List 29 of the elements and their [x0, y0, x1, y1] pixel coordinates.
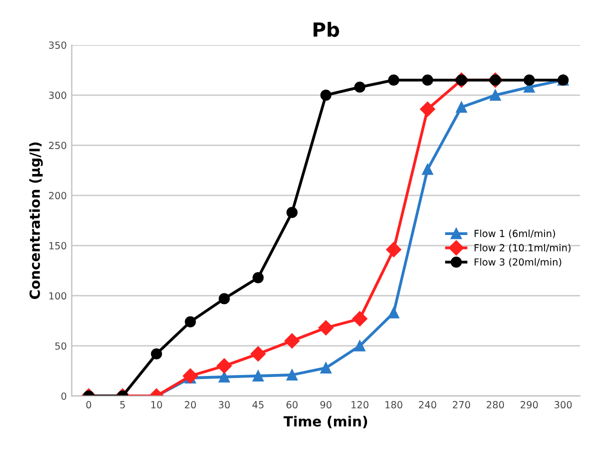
x-tick-label: 5 — [120, 401, 125, 408]
x-tick-label: 60 — [286, 401, 298, 408]
x-tick-label: 290 — [520, 401, 538, 408]
x-tick-label: 180 — [385, 401, 402, 408]
x-tick-label: 300 — [554, 401, 572, 408]
x-tick-label: 20 — [184, 401, 196, 408]
y-axis-title: Concentration (µg/l) — [29, 142, 43, 299]
y-tick-label: 50 — [55, 342, 66, 350]
y-tick-label: 300 — [49, 92, 66, 99]
y-tick-label: 150 — [49, 242, 66, 250]
y-tick-label: 200 — [49, 192, 66, 200]
y-tick-label: 0 — [61, 392, 66, 400]
legend-label: Flow 3 (20ml/min) — [474, 258, 562, 267]
x-tick-label: 240 — [419, 401, 436, 408]
x-tick-label: 270 — [452, 401, 470, 408]
x-tick-label: 30 — [218, 401, 230, 408]
chart-title: Pb — [314, 22, 340, 37]
x-tick-label: 280 — [486, 401, 504, 408]
x-tick-label: 120 — [352, 401, 368, 408]
x-axis-title: Time (min) — [284, 416, 368, 428]
legend-label: Flow 1 (6ml/min) — [474, 230, 556, 238]
y-tick-label: 250 — [49, 142, 66, 150]
y-tick-label: 100 — [49, 292, 66, 300]
y-tick-label: 350 — [49, 41, 66, 49]
x-tick-label: 90 — [320, 401, 332, 408]
legend-label: Flow 2 (10.1ml/min) — [474, 244, 570, 253]
x-tick-label: 45 — [252, 401, 264, 408]
x-tick-label: 0 — [86, 401, 92, 408]
x-tick-label: 10 — [151, 401, 162, 408]
